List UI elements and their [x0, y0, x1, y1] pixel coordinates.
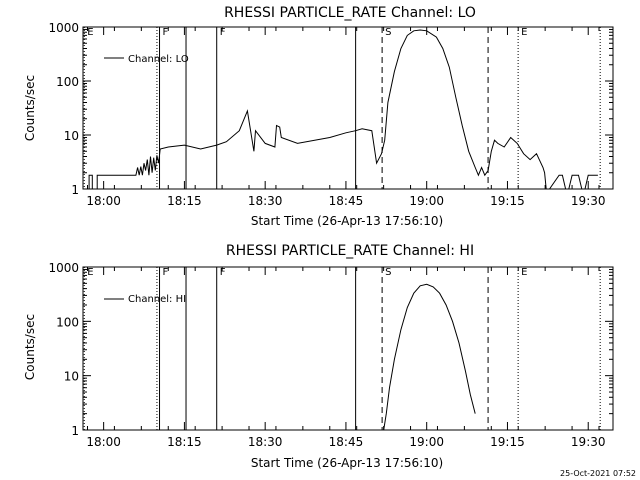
marker-label: F: [220, 27, 226, 38]
marker-label: E: [521, 267, 527, 278]
x-axis-label: Start Time (26-Apr-13 17:56:10): [251, 456, 443, 470]
marker-label: E: [87, 27, 93, 38]
x-tick-label: 19:15: [490, 435, 525, 449]
plot-frame: [83, 267, 613, 430]
x-tick-label: 18:15: [167, 194, 202, 208]
marker-label: S: [385, 27, 391, 38]
chart-canvas: RHESSI PARTICLE_RATE Channel: LO Counts/…: [0, 0, 640, 480]
y-tick-label: 100: [56, 75, 79, 89]
y-tick-label: 10: [64, 129, 79, 143]
marker-label: S: [385, 267, 391, 278]
y-tick-label: 100: [56, 315, 79, 329]
marker-label: E: [87, 267, 93, 278]
panel-channel-lo: RHESSI PARTICLE_RATE Channel: LO Counts/…: [23, 5, 613, 228]
chart-title: RHESSI PARTICLE_RATE Channel: HI: [226, 243, 474, 259]
marker-label: F: [220, 267, 226, 278]
y-tick-label: 1000: [48, 261, 79, 275]
marker-label: F: [163, 267, 169, 278]
y-axis-label: Counts/sec: [23, 75, 37, 141]
x-tick-label: 18:30: [248, 435, 283, 449]
x-tick-label: 19:30: [571, 194, 606, 208]
y-tick-label: 1: [71, 424, 79, 438]
series-line: [384, 284, 476, 430]
y-axis-label: Counts/sec: [23, 314, 37, 380]
x-tick-label: 18:45: [329, 194, 364, 208]
legend-label: Channel: LO: [128, 54, 189, 65]
chart-title: RHESSI PARTICLE_RATE Channel: LO: [224, 5, 476, 21]
x-tick-label: 19:00: [409, 194, 444, 208]
x-tick-label: 18:00: [86, 194, 121, 208]
x-axis-label: Start Time (26-Apr-13 17:56:10): [251, 214, 443, 228]
marker-label: F: [163, 27, 169, 38]
x-tick-label: 19:15: [490, 194, 525, 208]
x-tick-label: 18:00: [86, 435, 121, 449]
marker-label: E: [521, 27, 527, 38]
x-tick-label: 18:30: [248, 194, 283, 208]
footer-timestamp: 25-Oct-2021 07:52: [560, 469, 636, 478]
panel-channel-hi: RHESSI PARTICLE_RATE Channel: HI Counts/…: [23, 243, 613, 470]
x-tick-label: 18:45: [329, 435, 364, 449]
x-tick-label: 19:30: [571, 435, 606, 449]
y-tick-label: 1000: [48, 21, 79, 35]
plot-frame: [83, 27, 613, 189]
x-tick-label: 18:15: [167, 435, 202, 449]
y-tick-label: 1: [71, 183, 79, 197]
x-tick-label: 19:00: [409, 435, 444, 449]
y-tick-label: 10: [64, 370, 79, 384]
